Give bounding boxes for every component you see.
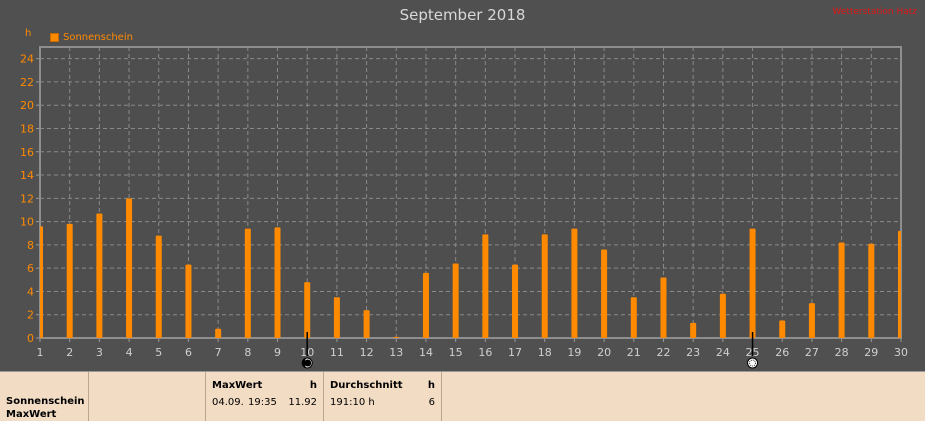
bar	[601, 249, 608, 338]
bar	[868, 243, 875, 338]
bar	[660, 277, 667, 338]
bar	[215, 328, 222, 338]
moon-phase-core	[304, 359, 312, 367]
y-tick-label: 2	[27, 309, 34, 322]
avg-header: Durchschnitt	[330, 380, 403, 391]
x-tick-label: 17	[508, 346, 522, 359]
moon-phase-ring	[749, 359, 756, 367]
y-tick-label: 22	[20, 76, 34, 89]
x-tick-label: 21	[627, 346, 641, 359]
avg-value: 191:10 h	[330, 397, 375, 408]
bar	[838, 242, 845, 338]
bar	[452, 263, 459, 338]
y-tick-label: 18	[20, 122, 34, 135]
x-tick-label: 26	[775, 346, 789, 359]
station-link[interactable]: Wetterstation Hatz	[832, 7, 917, 17]
x-tick-label: 13	[389, 346, 403, 359]
bar	[898, 230, 901, 338]
x-tick-label: 23	[686, 346, 700, 359]
y-tick-label: 12	[20, 192, 34, 205]
x-tick-label: 24	[716, 346, 730, 359]
bar	[185, 264, 192, 338]
full-moon-icon	[747, 357, 759, 369]
x-tick-label: 7	[215, 346, 222, 359]
footer-avg-cell: Durchschnitt h 191:10 h 6	[324, 372, 442, 421]
y-tick-label: 6	[27, 262, 34, 275]
plot-frame	[39, 46, 902, 339]
x-tick-label: 6	[185, 346, 192, 359]
x-tick-label: 22	[656, 346, 670, 359]
bar	[571, 228, 578, 338]
bar	[244, 228, 251, 338]
x-tick-label: 14	[419, 346, 433, 359]
bar	[274, 227, 281, 338]
y-tick-label: 24	[20, 53, 34, 66]
bar	[155, 235, 162, 338]
bar	[96, 213, 103, 338]
y-tick-label: 4	[27, 285, 34, 298]
footer-label-sonnenschein: Sonnenschein	[6, 396, 85, 407]
y-tick-label: 16	[20, 146, 34, 159]
bar	[690, 322, 697, 338]
y-tick-label: 14	[20, 169, 34, 182]
bar	[40, 226, 43, 338]
x-tick-label: 15	[449, 346, 463, 359]
bar	[482, 234, 489, 338]
footer-empty-cell	[89, 372, 206, 421]
x-tick-label: 3	[96, 346, 103, 359]
x-tick-label: 5	[155, 346, 162, 359]
x-tick-label: 28	[835, 346, 849, 359]
x-tick-label: 4	[126, 346, 133, 359]
max-unit: h	[309, 380, 317, 391]
bar	[66, 223, 73, 338]
x-tick-label: 8	[244, 346, 251, 359]
max-time: 19:35	[248, 397, 277, 408]
footer-label-cell: Sonnenschein MaxWert	[0, 372, 89, 421]
bar	[749, 228, 756, 338]
y-tick-label: 8	[27, 239, 34, 252]
legend: Sonnenschein	[50, 32, 133, 43]
bar	[333, 297, 340, 338]
x-tick-label: 30	[894, 346, 908, 359]
x-tick-label: 12	[360, 346, 374, 359]
max-date: 04.09.	[212, 397, 244, 408]
bar	[126, 198, 133, 338]
x-tick-label: 1	[37, 346, 44, 359]
x-tick-label: 29	[864, 346, 878, 359]
max-header: MaxWert	[212, 380, 263, 391]
avg-unit: h	[427, 380, 435, 391]
chart-title: September 2018	[399, 6, 526, 24]
y-tick-label: 10	[20, 216, 34, 229]
bar	[630, 297, 637, 338]
legend-swatch	[50, 33, 59, 42]
bar	[422, 272, 429, 338]
bar	[304, 282, 311, 338]
x-tick-label: 9	[274, 346, 281, 359]
x-tick-label: 19	[567, 346, 581, 359]
footer-max-cell: MaxWert h 04.09. 19:35 11.92	[206, 372, 324, 421]
bar	[719, 293, 726, 338]
bar	[541, 234, 548, 338]
y-tick-label: 20	[20, 99, 34, 112]
bar	[512, 264, 519, 338]
x-tick-label: 11	[330, 346, 344, 359]
bar	[363, 310, 370, 338]
y-axis-unit: h	[25, 28, 32, 39]
footer-label-maxwert: MaxWert	[6, 409, 57, 420]
x-tick-label: 16	[478, 346, 492, 359]
x-tick-label: 27	[805, 346, 819, 359]
max-value: 11.92	[288, 397, 317, 408]
x-tick-label: 20	[597, 346, 611, 359]
legend-label: Sonnenschein	[63, 32, 133, 43]
x-tick-label: 2	[66, 346, 73, 359]
avg-count: 6	[428, 397, 435, 408]
bar	[779, 320, 786, 338]
plot-background	[40, 47, 901, 338]
bar	[808, 303, 815, 338]
x-tick-label: 18	[538, 346, 552, 359]
stats-footer: Sonnenschein MaxWert MaxWert h 04.09. 19…	[0, 371, 925, 421]
bar	[393, 336, 400, 338]
y-tick-label: 0	[27, 332, 34, 345]
